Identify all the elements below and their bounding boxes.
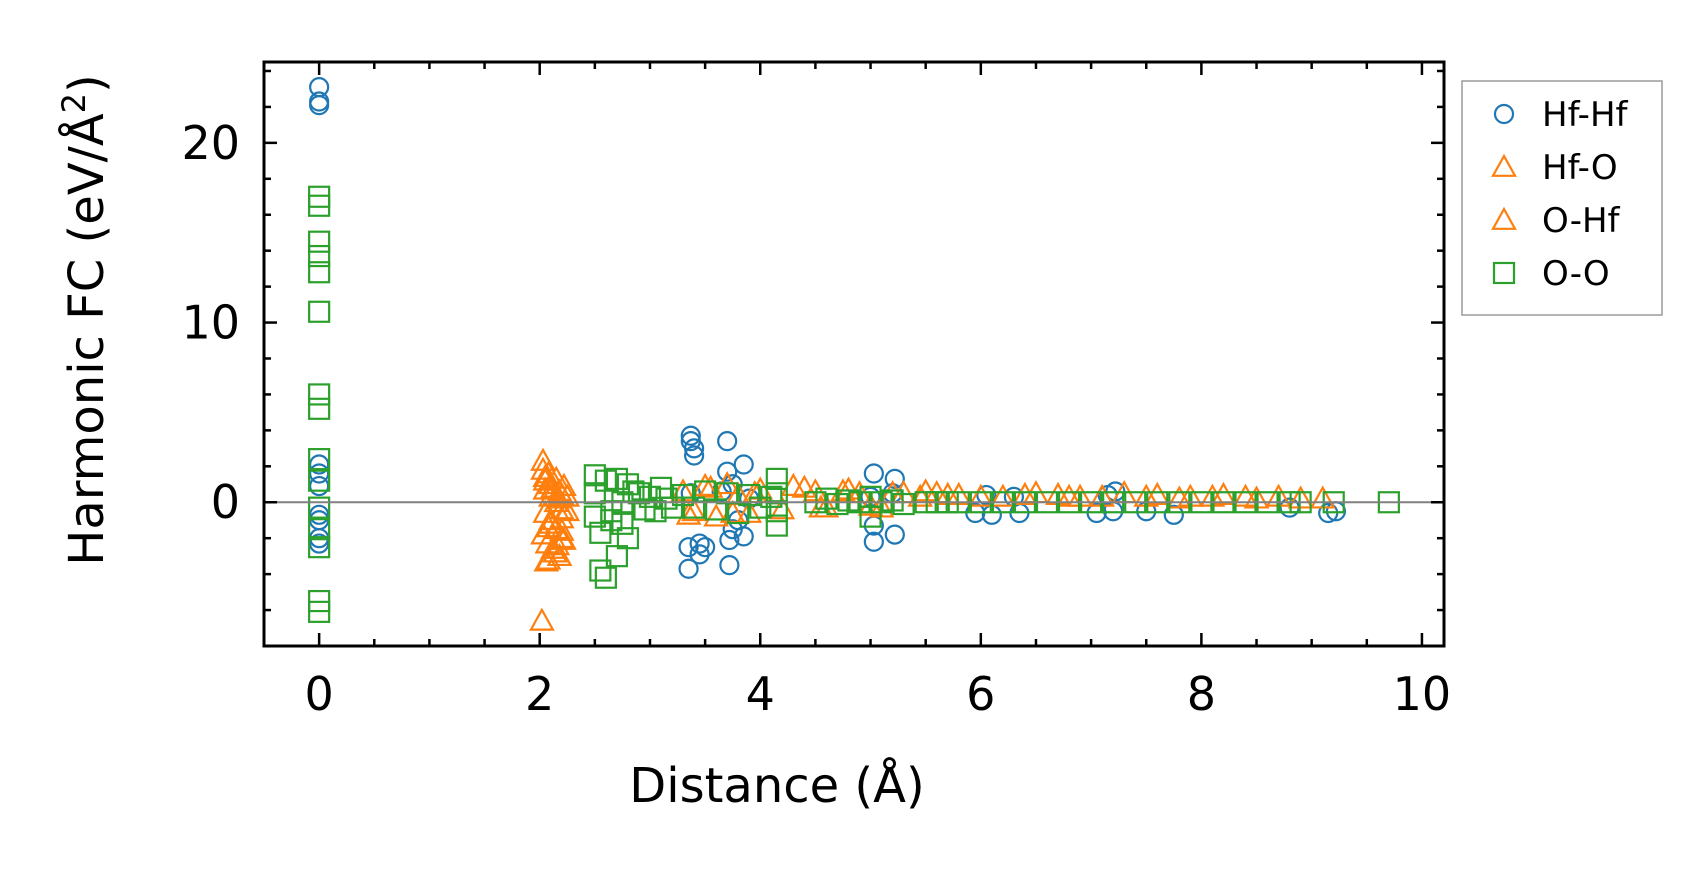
square-marker-icon xyxy=(1492,261,1516,285)
legend-entry: O-Hf xyxy=(1491,201,1621,241)
y-axis-label-superscript: 2 xyxy=(55,93,93,113)
data-point-o-hf xyxy=(1166,485,1193,509)
data-point-hf-hf xyxy=(719,529,740,551)
x-tick-label: 8 xyxy=(1187,667,1216,721)
data-point-hf-o xyxy=(542,539,569,563)
data-point-o-o xyxy=(308,194,331,217)
data-point-o-o xyxy=(308,600,331,623)
x-tick-label: 4 xyxy=(746,667,775,721)
data-point-hf-o xyxy=(692,472,718,496)
data-point-hf-o xyxy=(681,497,707,522)
data-point-hf-o xyxy=(554,497,581,522)
data-point-o-o xyxy=(611,512,634,535)
data-point-hf-o xyxy=(990,483,1016,507)
data-point-o-o xyxy=(760,485,783,508)
data-point-hf-hf xyxy=(680,425,701,446)
triangle-marker-icon xyxy=(1491,206,1517,230)
y-axis-label: Harmonic FC (eV/Å2) xyxy=(55,74,115,566)
data-point-hf-o xyxy=(533,548,560,572)
data-point-hf-hf xyxy=(863,463,884,484)
data-point-o-o xyxy=(765,500,788,523)
data-point-o-o xyxy=(308,397,331,420)
data-point-hf-hf xyxy=(678,537,699,558)
x-tick-label: 6 xyxy=(966,667,995,721)
legend-label: O-Hf xyxy=(1542,201,1621,241)
data-point-hf-hf xyxy=(683,438,705,459)
data-point-o-o xyxy=(765,482,788,505)
data-point-hf-hf xyxy=(717,431,738,452)
y-axis-label-main: Harmonic FC (eV/Å xyxy=(58,113,115,566)
axis-ticks xyxy=(264,62,1444,646)
data-point-hf-hf xyxy=(683,445,705,466)
data-point-hf-hf xyxy=(309,95,330,116)
data-point-o-o xyxy=(594,566,617,589)
data-point-o-o xyxy=(892,492,915,516)
data-point-hf-hf xyxy=(689,533,710,554)
data-point-o-o xyxy=(583,505,606,528)
legend-label: O-O xyxy=(1542,254,1610,294)
legend-entry: O-O xyxy=(1492,254,1610,294)
data-point-o-o xyxy=(308,496,331,519)
legend-label: Hf-O xyxy=(1542,148,1618,188)
data-point-o-o xyxy=(308,448,331,471)
data-point-o-o xyxy=(308,469,331,492)
data-point-o-hf xyxy=(545,485,572,509)
legend: Hf-Hf Hf-O O-Hf O-O xyxy=(1461,80,1663,316)
data-point-hf-o xyxy=(530,456,556,480)
data-point-hf-hf xyxy=(1163,504,1184,525)
data-point-o-o xyxy=(308,261,331,284)
data-marks xyxy=(308,77,1400,631)
tick-labels: 0 2 4 6 8 10 0 10 20 xyxy=(181,116,1451,721)
data-point-o-o xyxy=(308,383,331,406)
data-point-hf-o xyxy=(529,607,555,631)
legend-entry: Hf-O xyxy=(1491,148,1618,188)
data-point-hf-hf xyxy=(719,555,740,576)
data-point-hf-hf xyxy=(717,461,738,482)
data-point-hf-hf xyxy=(678,558,699,579)
data-point-o-o xyxy=(308,518,331,541)
data-point-hf-hf xyxy=(733,454,754,475)
data-point-o-hf xyxy=(967,483,994,507)
data-point-o-hf xyxy=(548,505,575,529)
y-tick-label: 0 xyxy=(211,475,240,529)
x-tick-label: 2 xyxy=(525,667,554,721)
data-point-hf-o xyxy=(551,472,577,496)
data-point-o-o xyxy=(308,300,331,323)
data-point-o-o xyxy=(308,244,331,268)
data-point-o-o xyxy=(308,230,331,253)
data-point-o-hf xyxy=(532,463,559,487)
y-tick-label: 20 xyxy=(181,116,240,170)
data-point-hf-hf xyxy=(863,531,884,552)
x-tick-label: 0 xyxy=(304,667,333,721)
data-point-hf-hf xyxy=(695,537,716,558)
legend-box xyxy=(1461,80,1663,316)
series-o-o xyxy=(308,185,1400,623)
plot-frame xyxy=(262,60,1446,648)
data-point-o-o xyxy=(765,514,788,537)
legend-label: Hf-Hf xyxy=(1542,95,1629,135)
data-point-o-o xyxy=(765,467,788,490)
data-point-o-hf xyxy=(857,492,884,516)
y-tick-label: 10 xyxy=(181,296,240,350)
circle-marker-icon xyxy=(1493,103,1515,125)
legend-entry: Hf-Hf xyxy=(1493,95,1629,135)
x-axis-label: Distance (Å) xyxy=(629,757,924,814)
data-point-o-hf xyxy=(1056,483,1082,507)
data-point-hf-hf xyxy=(976,484,997,506)
data-point-o-hf xyxy=(535,514,562,538)
data-point-o-hf xyxy=(1012,481,1038,505)
triangle-marker-icon xyxy=(1491,153,1517,177)
y-axis-label-close: ) xyxy=(59,74,115,93)
data-point-o-o xyxy=(589,559,612,582)
x-tick-label: 10 xyxy=(1393,667,1452,721)
data-point-hf-hf xyxy=(884,524,905,545)
data-point-hf-hf xyxy=(309,475,330,497)
data-point-hf-o xyxy=(703,503,730,527)
data-point-o-o xyxy=(308,536,331,559)
data-point-o-o xyxy=(616,527,640,550)
data-point-hf-o xyxy=(544,532,571,556)
